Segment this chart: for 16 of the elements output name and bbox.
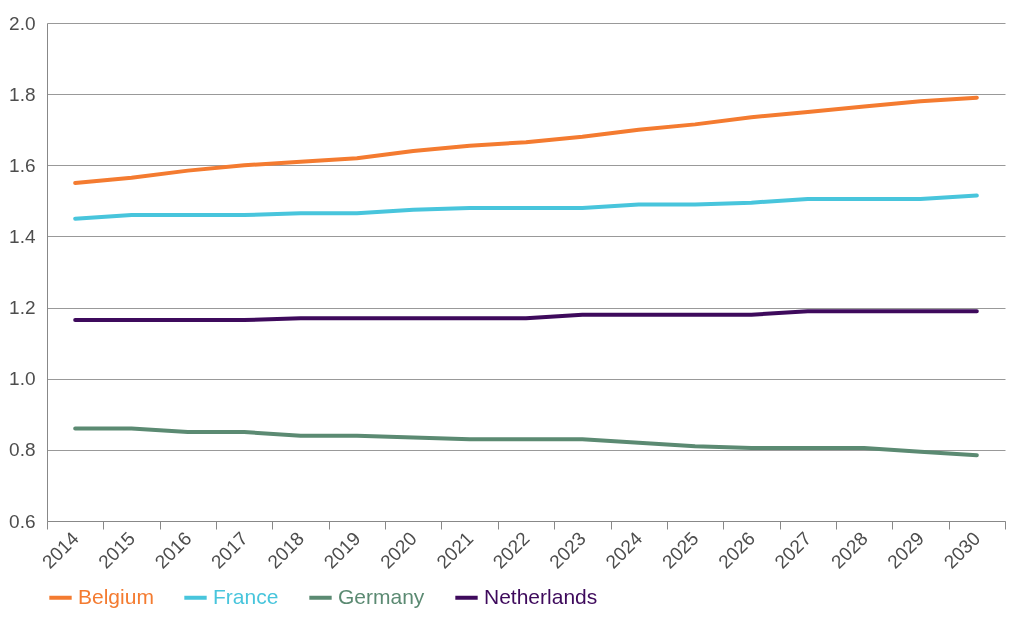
y-tick-label: 1.4: [9, 225, 36, 247]
y-tick-label: 0.6: [9, 510, 36, 532]
y-tick-label: 1.8: [9, 83, 36, 105]
line-series: [73, 309, 979, 323]
line-series: [73, 95, 979, 186]
y-tick-label: 1.0: [9, 368, 36, 390]
legend-label: Belgium: [78, 584, 154, 608]
legend-label: France: [213, 584, 279, 608]
legend-label: Netherlands: [484, 584, 598, 608]
line-series: [73, 193, 979, 221]
line-series: [73, 426, 979, 458]
y-tick-label: 0.8: [9, 439, 36, 461]
y-tick-label: 2.0: [9, 12, 36, 34]
y-tick-label: 1.6: [9, 154, 36, 176]
legend-label: Germany: [338, 584, 425, 608]
y-tick-label: 1.2: [9, 297, 36, 319]
